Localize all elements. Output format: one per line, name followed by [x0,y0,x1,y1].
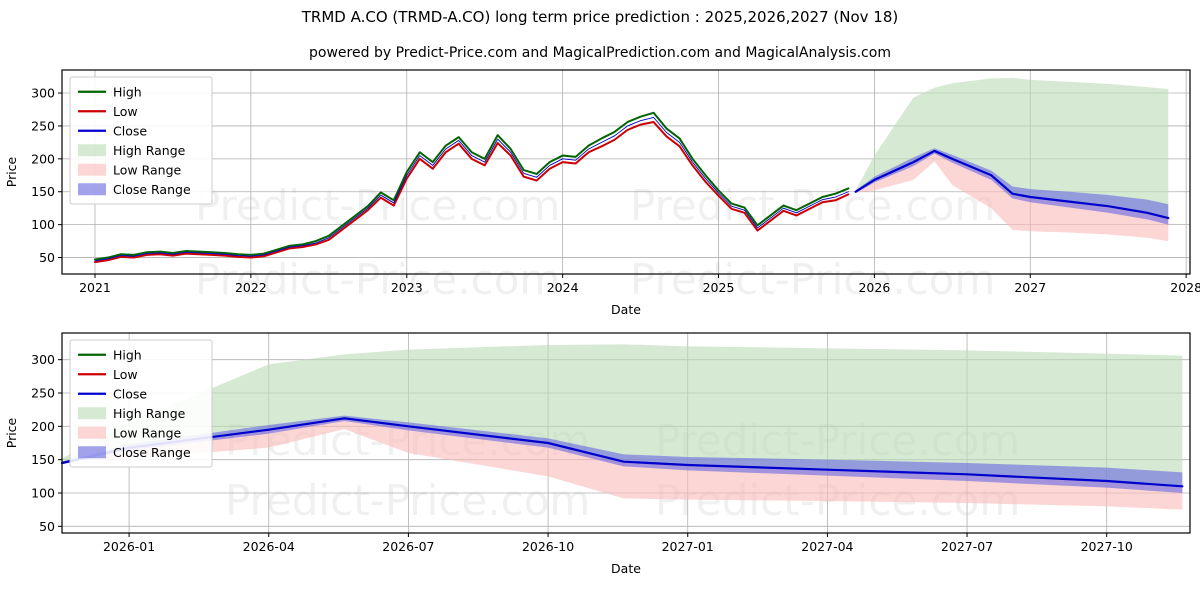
legend-patch-swatch [78,426,106,439]
legend-item[interactable]: Low Range [78,425,182,440]
x-tick-label: 2026-07 [382,539,434,554]
close-range-band [62,415,1183,493]
x-tick-label: 2026-04 [243,539,295,554]
x-tick-label: 2024 [547,280,579,295]
legend-item[interactable]: Close Range [78,445,191,460]
y-tick-label: 200 [31,151,55,166]
x-tick-label: 2026 [858,280,890,295]
y-tick-label: 300 [31,86,55,101]
chart-legend: High Low Close High Range Low Range Close Ran… [69,76,213,205]
y-tick-label: 50 [39,250,55,265]
overview-chart-panel: Predict-Price.com Predict-Price.com Predic… [0,62,1200,317]
x-tick-label: 2026-10 [522,539,574,554]
legend-item-label: Close [113,386,147,401]
axis-frame [61,69,1191,275]
watermark-text: Predict-Price.com [225,476,590,525]
legend-patch-swatch [78,446,106,459]
close-forecast-line [854,149,1170,220]
y-tick-label: 150 [31,452,55,467]
y-tick-label: 50 [39,519,55,534]
forecast-detail-chart-panel: Predict-Price.comPredict-Price.comPredic… [0,325,1200,600]
high-range-band [855,77,1169,219]
close-forecast-line [60,417,1184,488]
x-tick-label: 2021 [79,280,111,295]
legend-item[interactable]: Low [78,104,138,119]
grid-lines [62,70,1190,274]
y-axis-label: Price [4,156,19,187]
x-axis-label: Date [611,302,641,317]
legend-item-label: High Range [113,406,186,421]
legend-item-label: High [113,347,142,362]
watermark-text: Predict-Price.com [195,181,560,230]
legend-item-label: Close Range [113,445,191,460]
y-tick-label: 200 [31,419,55,434]
legend-item[interactable]: Close [78,123,147,138]
legend-item[interactable]: Close [78,386,147,401]
low-price-line [93,120,850,264]
legend-item[interactable]: Close Range [78,182,191,197]
y-tick-label: 150 [31,184,55,199]
legend-patch-swatch [78,163,106,176]
forecast-detail-chart-svg: Predict-Price.comPredict-Price.comPredic… [4,332,1191,576]
x-tick-label: 2027-10 [1081,539,1133,554]
axis-ticks: 50 100 150 200 250 300 2021 2022 2023 2024 2025 202… [31,86,1200,295]
chart-legend: High Low Close High Range Low Range Close Ran… [69,339,213,468]
axis-ticks: 50 100 150 200 250 300 2026-01 2026-04 2026-07 20… [31,352,1133,554]
legend-item[interactable]: High Range [78,406,186,421]
x-tick-label: 2027-07 [941,539,993,554]
legend-item[interactable]: High [78,347,142,362]
x-tick-label: 2027 [1014,280,1046,295]
high-range-band [62,344,1183,487]
close-price-line [94,116,849,262]
close-range-band [855,148,1169,225]
legend-item[interactable]: High [78,84,142,99]
page-title: TRMD A.CO (TRMD-A.CO) long term price pr… [301,8,899,26]
legend-patch-swatch [78,183,106,196]
y-tick-label: 250 [31,386,55,401]
y-axis-label: Price [4,417,19,448]
legend-item-label: Low [113,367,138,382]
y-tick-label: 250 [31,118,55,133]
x-tick-label: 2028 [1170,280,1200,295]
x-tick-label: 2025 [703,280,735,295]
high-price-line [93,111,850,261]
legend-item[interactable]: Low [78,367,138,382]
watermark-text: Predict-Price.com [630,255,995,304]
page-subtitle: powered by Predict-Price.com and Magical… [309,45,891,61]
legend-item[interactable]: Low Range [78,162,182,177]
axis-frame [61,332,1191,534]
data-series-group [60,344,1184,510]
x-tick-label: 2022 [235,280,267,295]
legend-patch-swatch [78,144,106,157]
x-axis-label: Date [611,561,641,576]
legend-item-label: Low Range [113,425,182,440]
x-tick-label: 2027-01 [662,539,714,554]
x-tick-label: 2023 [391,280,423,295]
y-tick-label: 100 [31,217,55,232]
legend-item-label: Close Range [113,182,191,197]
y-tick-label: 100 [31,486,55,501]
y-tick-label: 300 [31,352,55,367]
legend-item-label: Close [113,123,147,138]
legend-item-label: Low Range [113,162,182,177]
legend-item-label: High Range [113,143,186,158]
legend-patch-swatch [78,407,106,420]
x-tick-label: 2027-04 [801,539,853,554]
legend-item[interactable]: High Range [78,143,186,158]
watermark-group: Predict-Price.com Predict-Price.com Predic… [195,181,995,304]
overview-chart-svg: Predict-Price.com Predict-Price.com Predic… [4,69,1200,317]
legend-item-label: Low [113,104,138,119]
watermark-text: Predict-Price.com [630,181,995,230]
data-series-group [93,77,1170,264]
legend-item-label: High [113,84,142,99]
watermark-text: Predict-Price.com [195,255,560,304]
x-tick-label: 2026-01 [103,539,155,554]
